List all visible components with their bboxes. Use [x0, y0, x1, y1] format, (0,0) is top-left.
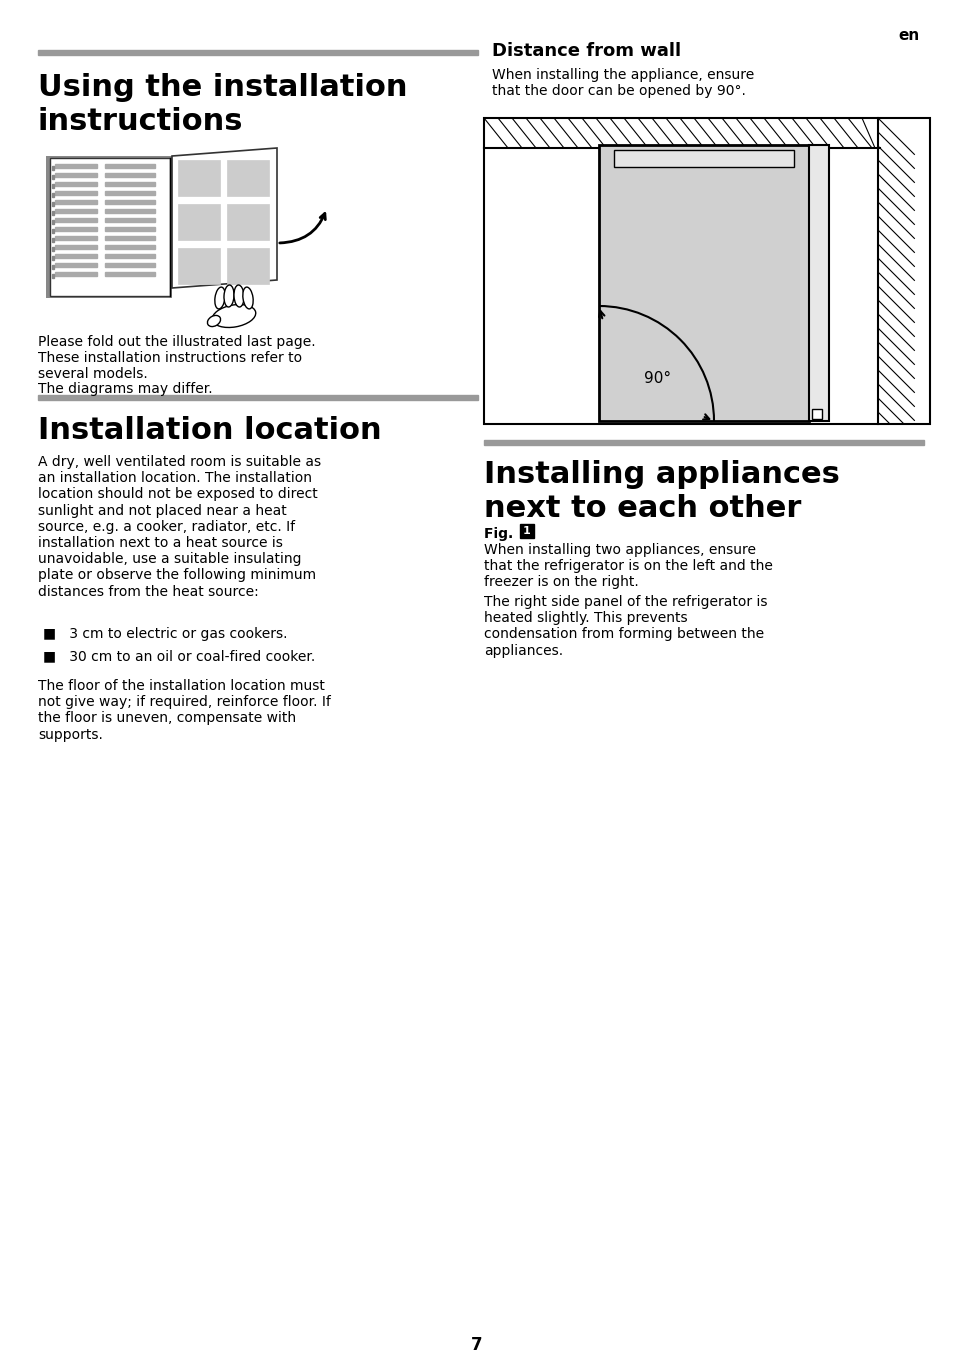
Text: The right side panel of the refrigerator is
heated slightly. This prevents
conde: The right side panel of the refrigerator… — [483, 594, 767, 658]
Bar — [105, 191, 154, 195]
Bar — [105, 164, 154, 168]
Bar — [105, 200, 154, 204]
Bar — [55, 255, 97, 259]
Bar — [55, 191, 97, 195]
Bar — [52, 256, 54, 260]
Text: When installing two appliances, ensure
that the refrigerator is on the left and : When installing two appliances, ensure t… — [483, 543, 772, 589]
Bar — [52, 238, 54, 242]
Bar — [50, 158, 170, 297]
Bar — [178, 160, 220, 196]
Bar — [52, 184, 54, 188]
Ellipse shape — [243, 287, 253, 309]
Bar — [38, 395, 477, 399]
Bar — [52, 246, 54, 250]
Bar — [55, 181, 97, 185]
Bar — [52, 274, 54, 278]
Text: Fig.: Fig. — [483, 527, 517, 542]
Polygon shape — [172, 148, 276, 288]
Bar — [105, 263, 154, 267]
Bar — [178, 248, 220, 284]
Bar — [55, 218, 97, 222]
Bar — [55, 209, 97, 213]
Bar — [227, 204, 269, 240]
Bar — [52, 265, 54, 269]
Bar — [55, 245, 97, 249]
Bar — [598, 145, 808, 421]
Bar — [483, 440, 923, 445]
Bar — [52, 229, 54, 233]
Text: en: en — [898, 28, 919, 43]
Text: The floor of the installation location must
not give way; if required, reinforce: The floor of the installation location m… — [38, 678, 331, 742]
Bar — [55, 200, 97, 204]
Bar — [52, 194, 54, 196]
Ellipse shape — [233, 284, 244, 307]
Bar — [483, 118, 929, 424]
Bar — [55, 272, 97, 276]
Text: 1: 1 — [522, 525, 530, 536]
Bar — [55, 173, 97, 177]
Bar — [105, 227, 154, 232]
Bar — [55, 164, 97, 168]
Text: The diagrams may differ.: The diagrams may differ. — [38, 382, 213, 395]
Bar — [38, 50, 477, 56]
Bar — [519, 524, 534, 538]
Bar — [105, 255, 154, 259]
Bar — [105, 173, 154, 177]
Bar — [105, 218, 154, 222]
Text: ■   3 cm to electric or gas cookers.: ■ 3 cm to electric or gas cookers. — [43, 627, 287, 640]
Text: Using the installation
instructions: Using the installation instructions — [38, 73, 407, 135]
Bar — [105, 209, 154, 213]
Text: Distance from wall: Distance from wall — [492, 42, 680, 60]
Ellipse shape — [224, 284, 233, 307]
Text: ■   30 cm to an oil or coal-fired cooker.: ■ 30 cm to an oil or coal-fired cooker. — [43, 649, 314, 663]
Bar — [811, 409, 821, 418]
Bar — [55, 227, 97, 232]
Ellipse shape — [212, 305, 255, 328]
Bar — [52, 211, 54, 215]
Text: A dry, well ventilated room is suitable as
an installation location. The install: A dry, well ventilated room is suitable … — [38, 455, 321, 598]
Text: Installing appliances
next to each other: Installing appliances next to each other — [483, 460, 839, 523]
Ellipse shape — [207, 315, 220, 326]
Bar — [55, 236, 97, 240]
Bar — [227, 248, 269, 284]
Text: Installation location: Installation location — [38, 416, 381, 445]
Text: When installing the appliance, ensure
that the door can be opened by 90°.: When installing the appliance, ensure th… — [492, 68, 754, 99]
Text: Please fold out the illustrated last page.
These installation instructions refer: Please fold out the illustrated last pag… — [38, 334, 315, 382]
Bar — [52, 167, 54, 171]
Text: 7: 7 — [471, 1336, 482, 1354]
Ellipse shape — [214, 287, 225, 309]
Bar — [52, 202, 54, 206]
Bar — [46, 156, 172, 298]
Bar — [614, 150, 793, 167]
Bar — [178, 204, 220, 240]
Text: 90°: 90° — [643, 371, 670, 386]
Bar — [227, 160, 269, 196]
Bar — [105, 272, 154, 276]
Bar — [55, 263, 97, 267]
Bar — [105, 236, 154, 240]
Bar — [52, 219, 54, 223]
Bar — [105, 245, 154, 249]
Bar — [105, 181, 154, 185]
Bar — [52, 175, 54, 179]
Bar — [808, 145, 828, 421]
